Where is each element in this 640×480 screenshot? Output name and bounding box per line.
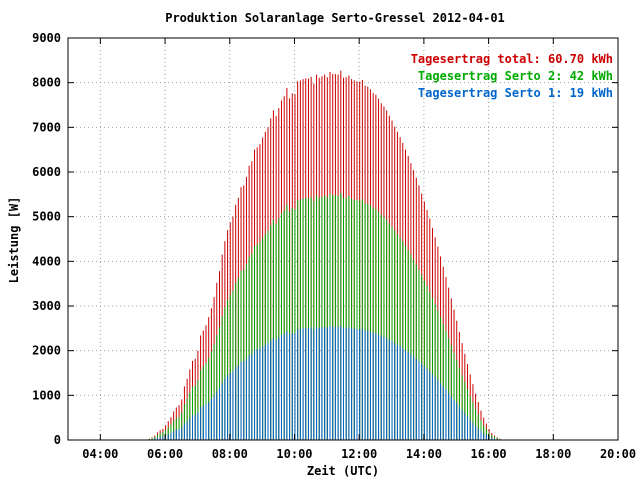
y-tick-label: 6000: [32, 165, 61, 179]
bars-layer: [146, 70, 504, 440]
legend-entry-3: Tagesertrag Serto 1: 19 kWh: [418, 86, 613, 100]
legend: Tagesertrag total: 60.70 kWh Tagesertrag …: [411, 52, 613, 100]
y-tick-label: 1000: [32, 388, 61, 402]
chart-title: Produktion Solaranlage Serto-Gressel 201…: [165, 11, 505, 25]
y-axis-label: Leistung [W]: [7, 197, 21, 284]
x-tick-label: 16:00: [471, 447, 507, 461]
y-tick-label: 8000: [32, 76, 61, 90]
x-tick-label: 12:00: [341, 447, 377, 461]
legend-entry-2: Tagesertrag Serto 2: 42 kWh: [418, 69, 613, 83]
y-tick-label: 5000: [32, 210, 61, 224]
x-tick-label: 18:00: [535, 447, 571, 461]
y-tick-label: 4000: [32, 254, 61, 268]
y-tick-label: 3000: [32, 299, 61, 313]
ticks-layer: 0 1000 2000 3000 4000 5000 6000 7000 8000 9000 04:…: [32, 31, 636, 461]
y-tick-label: 0: [54, 433, 61, 447]
x-axis-label: Zeit (UTC): [307, 464, 379, 478]
y-tick-label: 7000: [32, 120, 61, 134]
legend-entry-1: Tagesertrag total: 60.70 kWh: [411, 52, 613, 66]
x-tick-label: 04:00: [82, 447, 118, 461]
y-tick-label: 9000: [32, 31, 61, 45]
x-tick-label: 20:00: [600, 447, 636, 461]
x-tick-label: 14:00: [406, 447, 442, 461]
y-tick-label: 2000: [32, 344, 61, 358]
x-tick-label: 10:00: [276, 447, 312, 461]
x-tick-label: 06:00: [147, 447, 183, 461]
plot-frame: [67, 37, 619, 441]
x-tick-label: 08:00: [212, 447, 248, 461]
